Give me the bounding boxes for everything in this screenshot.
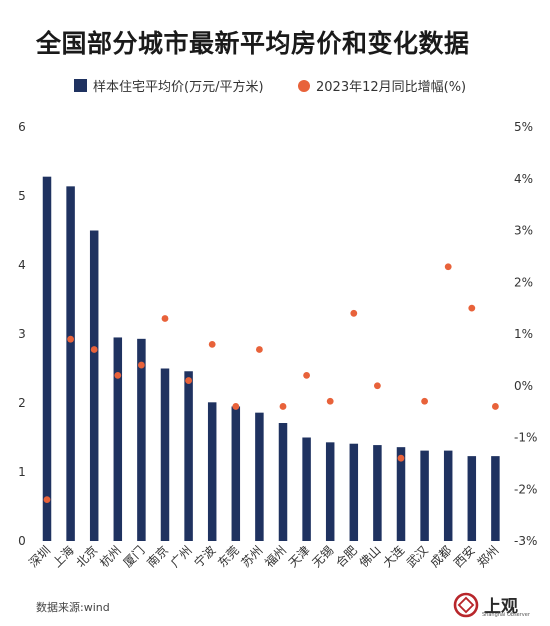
right-tick-label: 1% xyxy=(514,327,533,341)
right-tick-label: 5% xyxy=(514,120,533,134)
left-tick-label: 4 xyxy=(18,258,26,272)
bar xyxy=(373,445,382,541)
bar xyxy=(491,456,500,541)
bar xyxy=(184,371,193,541)
data-point xyxy=(208,340,216,348)
legend-dot-swatch xyxy=(298,80,310,92)
data-point xyxy=(326,397,334,405)
bar xyxy=(66,186,75,541)
right-tick-label: 0% xyxy=(514,379,533,393)
data-point xyxy=(421,397,428,405)
right-tick-label: -2% xyxy=(514,482,537,496)
source-note: 数据来源:wind xyxy=(36,601,110,614)
bar xyxy=(278,423,288,541)
data-point xyxy=(492,403,499,410)
category-label: 宁波 xyxy=(191,543,219,571)
category-label: 成都 xyxy=(427,543,454,570)
bar xyxy=(42,176,52,541)
category-label: 上海 xyxy=(49,543,77,571)
bar xyxy=(302,437,311,541)
logo-text: 上观 xyxy=(484,597,518,617)
data-point xyxy=(161,315,169,322)
category-label: 广州 xyxy=(168,543,195,570)
bar xyxy=(160,368,170,541)
data-point xyxy=(256,346,263,353)
bar xyxy=(349,443,359,541)
data-point xyxy=(43,496,51,503)
right-tick-label: 4% xyxy=(514,172,533,186)
data-point xyxy=(114,372,122,379)
left-tick-label: 5 xyxy=(18,189,26,203)
legend-bar-swatch xyxy=(74,79,87,92)
right-tick-label: -1% xyxy=(514,431,537,445)
category-label: 大连 xyxy=(380,543,408,571)
category-label: 福州 xyxy=(262,543,290,571)
category-label: 苏州 xyxy=(239,543,266,570)
data-point xyxy=(444,263,452,271)
data-point xyxy=(138,361,145,369)
left-tick-label: 0 xyxy=(18,534,26,548)
left-tick-label: 6 xyxy=(18,120,26,134)
logo-subtext: Shanghai Observer xyxy=(482,612,530,618)
left-tick-label: 1 xyxy=(18,465,26,479)
right-tick-label: -3% xyxy=(514,534,537,548)
category-label: 合肥 xyxy=(332,543,360,571)
data-point xyxy=(350,309,358,317)
logo-icon xyxy=(453,592,479,618)
bar xyxy=(420,450,429,541)
data-point xyxy=(397,454,405,462)
right-tick-label: 2% xyxy=(514,275,533,289)
legend: 样本住宅平均价(万元/平方米) 2023年12月同比增幅(%) xyxy=(74,79,466,95)
legend-dot-label: 2023年12月同比增幅(%) xyxy=(316,80,466,95)
chart-title: 全国部分城市最新平均房价和变化数据 xyxy=(36,29,470,58)
data-point xyxy=(90,346,98,353)
category-label: 东莞 xyxy=(215,543,242,570)
bar xyxy=(325,442,335,541)
bar xyxy=(89,230,99,541)
right-axis: -3% -2% -1% 0% 1% 2% 3% 4% 5% xyxy=(514,120,537,548)
bar xyxy=(207,402,217,541)
bar xyxy=(231,406,241,541)
category-label: 北京 xyxy=(73,543,100,570)
legend-bar-label: 样本住宅平均价(万元/平方米) xyxy=(93,79,264,95)
data-point xyxy=(468,304,476,312)
data-point xyxy=(279,403,287,410)
data-point xyxy=(185,377,193,384)
data-point xyxy=(67,335,74,343)
category-label: 南京 xyxy=(144,543,172,571)
category-label: 佛山 xyxy=(357,543,384,570)
bar xyxy=(467,456,477,541)
logo: 上观 Shanghai Observer xyxy=(452,590,542,622)
data-point xyxy=(232,403,240,410)
category-label: 厦门 xyxy=(120,543,148,571)
bar xyxy=(255,412,264,541)
category-label: 郑州 xyxy=(474,543,502,571)
bar xyxy=(396,447,406,541)
category-label: 武汉 xyxy=(404,543,431,570)
category-label: 天津 xyxy=(286,543,313,570)
category-label: 无锡 xyxy=(309,543,337,571)
bar xyxy=(113,337,123,541)
bars xyxy=(42,176,500,541)
dots xyxy=(43,263,499,503)
bar xyxy=(137,338,146,541)
category-label: 杭州 xyxy=(96,543,124,571)
data-point xyxy=(303,372,310,379)
category-label: 西安 xyxy=(450,543,478,571)
bar xyxy=(443,450,453,541)
left-tick-label: 3 xyxy=(18,327,26,341)
right-tick-label: 3% xyxy=(514,224,533,238)
left-tick-label: 2 xyxy=(18,396,26,410)
category-label: 深圳 xyxy=(26,543,53,570)
left-axis: 0 1 2 3 4 5 6 xyxy=(18,120,26,548)
data-point xyxy=(374,382,381,390)
